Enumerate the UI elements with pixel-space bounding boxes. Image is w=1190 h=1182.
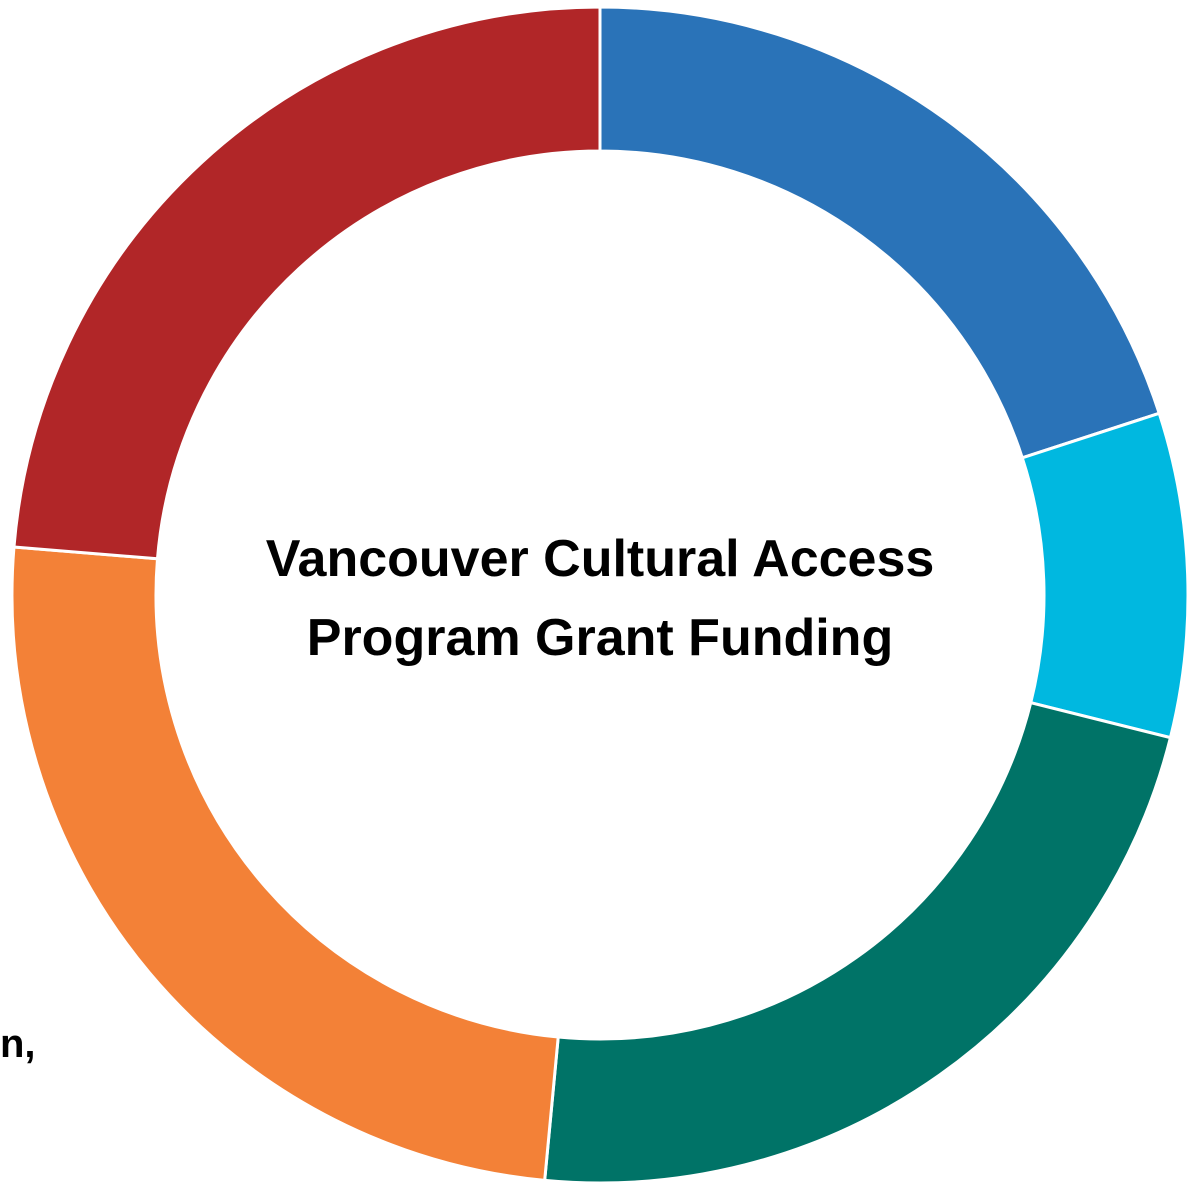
donut-slice-5 xyxy=(12,5,602,561)
donut-slice-2 xyxy=(1020,411,1190,740)
chart-title-line-1: Vancouver Cultural Access xyxy=(266,530,935,588)
donut-slices xyxy=(10,5,1190,1182)
cut-off-slice-label: n, xyxy=(0,1022,36,1066)
donut-slice-3 xyxy=(543,700,1173,1182)
chart-title-line-2: Program Grant Funding xyxy=(307,609,893,667)
donut-slice-1 xyxy=(598,5,1162,460)
donut-slice-4 xyxy=(10,545,560,1182)
